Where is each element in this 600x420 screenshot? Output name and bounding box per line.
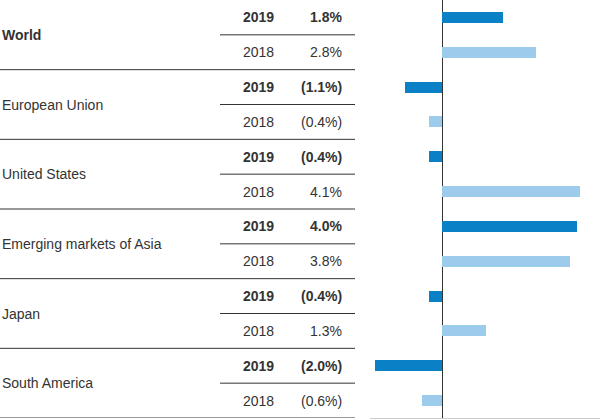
svg-text:1.3%: 1.3% (310, 323, 342, 339)
svg-text:2018: 2018 (243, 393, 274, 409)
svg-text:4.0%: 4.0% (310, 218, 342, 234)
svg-text:2018: 2018 (243, 44, 274, 60)
svg-text:Japan: Japan (2, 306, 40, 322)
svg-text:2019: 2019 (243, 149, 274, 165)
svg-text:2019: 2019 (243, 358, 274, 374)
svg-text:1.8%: 1.8% (310, 9, 342, 25)
svg-text:2018: 2018 (243, 253, 274, 269)
svg-text:European Union: European Union (2, 97, 103, 113)
svg-text:(0.4%): (0.4%) (301, 149, 342, 165)
svg-text:2.8%: 2.8% (310, 44, 342, 60)
svg-text:(0.6%): (0.6%) (301, 393, 342, 409)
svg-text:2019: 2019 (243, 79, 274, 95)
svg-text:2018: 2018 (243, 114, 274, 130)
svg-text:2018: 2018 (243, 184, 274, 200)
svg-text:2019: 2019 (243, 9, 274, 25)
svg-text:(2.0%): (2.0%) (301, 358, 342, 374)
svg-text:(1.1%): (1.1%) (301, 79, 342, 95)
svg-text:World: World (2, 27, 41, 43)
svg-text:2019: 2019 (243, 218, 274, 234)
svg-text:South America: South America (2, 375, 93, 391)
svg-text:United States: United States (2, 166, 86, 182)
svg-text:2019: 2019 (243, 288, 274, 304)
svg-text:3.8%: 3.8% (310, 253, 342, 269)
svg-text:(0.4%): (0.4%) (301, 288, 342, 304)
svg-text:(0.4%): (0.4%) (301, 114, 342, 130)
svg-text:Emerging markets of Asia: Emerging markets of Asia (2, 236, 162, 252)
svg-text:2018: 2018 (243, 323, 274, 339)
svg-text:4.1%: 4.1% (310, 184, 342, 200)
